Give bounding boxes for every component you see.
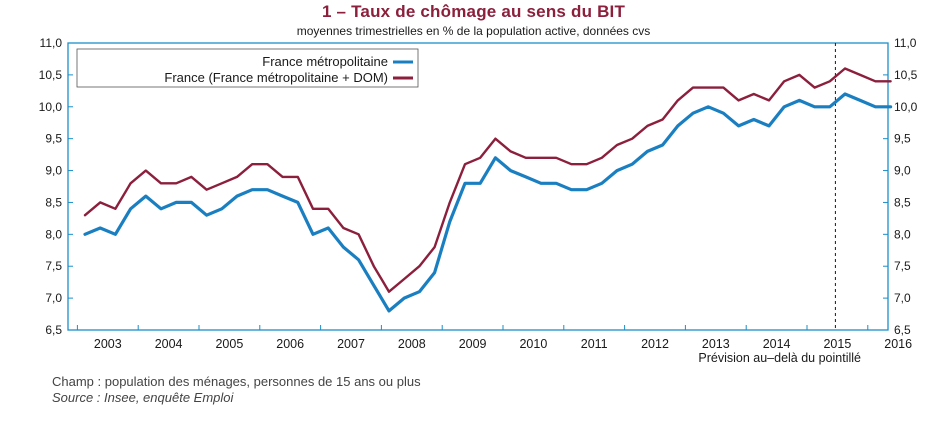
x-tick-label: 2004 [155,337,183,351]
y-tick-label-right: 11,0 [894,36,917,50]
x-tick-label: 2009 [459,337,487,351]
series-line-france-metropolitaine [83,92,893,313]
y-tick-label-right: 8,5 [894,195,911,209]
chart-notes: Champ : population des ménages, personne… [52,374,421,406]
y-tick-label-left: 8,5 [45,195,62,209]
x-tick-label: 2007 [337,337,365,351]
y-tick-label-right: 8,0 [894,227,911,241]
x-tick-label: 2008 [398,337,426,351]
series-line-france-dom [83,67,892,293]
y-tick-label-right: 9,0 [894,164,911,178]
x-tick-label: 2015 [823,337,851,351]
y-tick-label-right: 7,0 [894,291,911,305]
field-note: Champ : population des ménages, personne… [52,374,421,389]
y-tick-label-left: 7,5 [45,259,62,273]
y-tick-label-right: 6,5 [894,323,911,337]
plot-frame [67,42,889,331]
legend-box [76,48,419,88]
x-tick-label: 2003 [94,337,122,351]
y-tick-label-left: 9,5 [45,132,62,146]
x-tick-label: 2006 [276,337,304,351]
y-tick-label-right: 10,5 [894,68,918,82]
legend-label: France (France métropolitaine + DOM) [164,70,388,85]
x-tick-label: 2010 [519,337,547,351]
x-tick-label: 2016 [884,337,912,351]
y-tick-label-left: 11,0 [40,36,63,50]
legend-label: France métropolitaine [262,54,388,69]
x-tick-label: 2005 [215,337,243,351]
y-tick-label-left: 8,0 [45,227,62,241]
forecast-note: Prévision au–delà du pointillé [698,351,861,365]
y-tick-label-left: 6,5 [45,323,62,337]
y-tick-label-left: 7,0 [45,291,62,305]
x-tick-label: 2013 [702,337,730,351]
y-tick-label-left: 10,0 [39,100,63,114]
chart-title: 1 – Taux de chômage au sens du BIT [321,2,626,21]
y-tick-label-right: 7,5 [894,259,911,273]
x-tick-label: 2014 [763,337,791,351]
y-tick-label-right: 10,0 [894,100,918,114]
y-tick-label-right: 9,5 [894,132,911,146]
y-tick-label-left: 10,5 [39,68,63,82]
x-tick-label: 2012 [641,337,669,351]
x-tick-label: 2011 [581,337,608,351]
chart-subtitle: moyennes trimestrielles en % de la popul… [296,24,651,38]
source-note: Source : Insee, enquête Emploi [52,390,234,405]
y-tick-label-left: 9,0 [45,164,62,178]
